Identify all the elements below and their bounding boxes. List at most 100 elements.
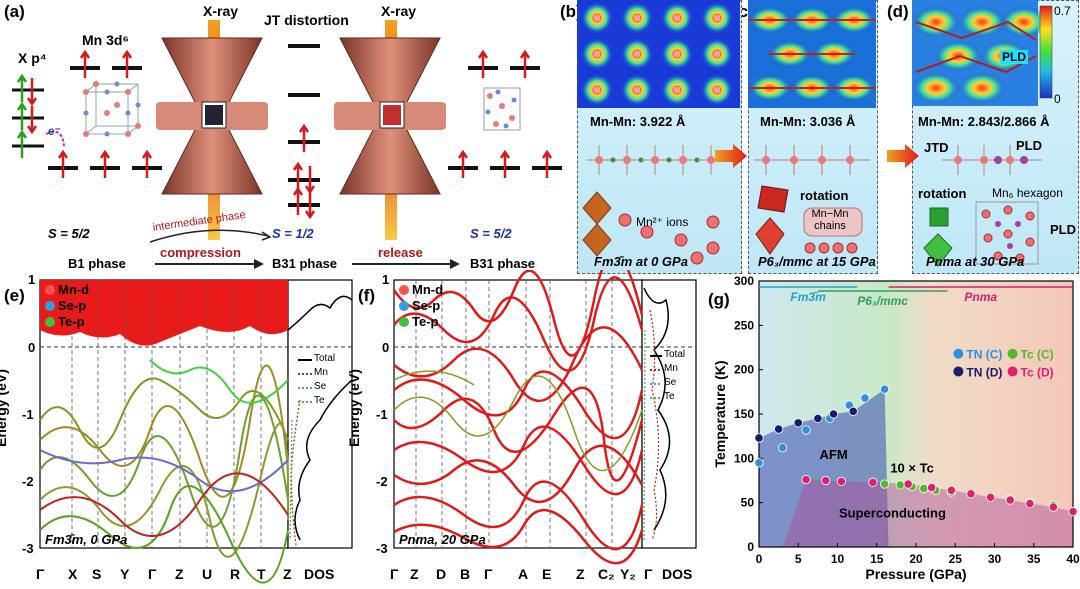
kpoint: Γ bbox=[390, 566, 399, 582]
caption-b: Fm3̄m at 0 GPa bbox=[594, 254, 688, 269]
kpoint: B bbox=[460, 566, 471, 582]
data-point bbox=[1025, 498, 1035, 509]
y-tick-label: 150 bbox=[734, 407, 754, 421]
diamond-anvil-cell-right bbox=[334, 20, 446, 240]
xray-left-label: X-ray bbox=[203, 3, 239, 19]
data-point bbox=[895, 480, 905, 490]
dos-legend-f-te: Te bbox=[664, 391, 675, 402]
x-tick-label: 15 bbox=[870, 552, 884, 566]
x-tick-label: 40 bbox=[1066, 552, 1080, 566]
legend-e-tep: Te-p bbox=[58, 314, 85, 329]
compression-label: compression bbox=[160, 245, 241, 260]
jtd-label: JTD bbox=[924, 140, 949, 155]
structure-sketches bbox=[582, 144, 1042, 267]
y-axis-label: Temperature (K) bbox=[712, 360, 728, 467]
panel-label-b: (b) bbox=[560, 2, 582, 21]
ytick-e-3: -1 bbox=[22, 407, 34, 422]
legend-marker bbox=[1007, 348, 1018, 359]
band-structure-e bbox=[39, 279, 353, 584]
data-point bbox=[985, 492, 996, 502]
x-tick-label: 35 bbox=[1027, 552, 1041, 566]
legend-f-sep: Se-p bbox=[412, 298, 441, 313]
xp4-levels bbox=[12, 73, 44, 158]
pld-hex-label: PLD bbox=[1050, 222, 1076, 237]
kpoint: Γ bbox=[644, 566, 653, 582]
afm-region bbox=[759, 389, 889, 547]
phase-name: P6₃/mmc bbox=[857, 294, 908, 308]
caption-e: Fm3̄m, 0 GPa bbox=[45, 532, 128, 547]
colorbar bbox=[1039, 5, 1053, 99]
x-tick-label: 5 bbox=[795, 552, 802, 566]
x-tick-label: 20 bbox=[909, 552, 923, 566]
x-tick-label: 30 bbox=[988, 552, 1002, 566]
phase-name: Fm3̄m bbox=[790, 290, 826, 304]
kpoint: U bbox=[202, 566, 213, 582]
pld-struct-label: PLD bbox=[1016, 138, 1042, 153]
kpoint: Y bbox=[120, 566, 130, 582]
superconducting-region bbox=[782, 479, 1073, 547]
rotation-c-label: rotation bbox=[800, 188, 849, 203]
data-point bbox=[801, 475, 811, 485]
legend-e-sep: Se-p bbox=[58, 298, 87, 313]
data-point bbox=[927, 482, 937, 493]
ytick-f-3: -1 bbox=[376, 407, 388, 422]
data-point bbox=[813, 413, 823, 424]
data-point bbox=[1005, 495, 1015, 505]
colorbar-min: 0 bbox=[1054, 92, 1061, 106]
colorbar-max: 0.7 bbox=[1054, 4, 1071, 18]
data-point bbox=[774, 424, 784, 434]
data-point bbox=[848, 406, 858, 416]
data-point bbox=[821, 475, 831, 486]
data-point bbox=[793, 418, 803, 428]
y-tick-label: 50 bbox=[741, 496, 755, 510]
kpoint: T bbox=[257, 566, 266, 582]
pld-map-label: PLD bbox=[1000, 50, 1028, 64]
x-axis-label: Pressure (GPa) bbox=[865, 566, 966, 582]
chains-label: Mn−Mn chains bbox=[811, 208, 849, 232]
ytick-f-2: 0 bbox=[382, 340, 390, 355]
phase-left-label: B1 phase bbox=[68, 256, 126, 271]
legend-entry: Tc (D) bbox=[1021, 365, 1054, 379]
panel-label-e: (e) bbox=[4, 286, 25, 305]
kpoint: Γ bbox=[148, 566, 157, 582]
kpoint: E bbox=[542, 566, 552, 582]
legend-f-tep: Te-p bbox=[412, 314, 439, 329]
dos-legend-e-mn: Mn bbox=[314, 367, 328, 378]
diamond-anvil-cell-left bbox=[156, 20, 268, 240]
caption-d: Pnma at 30 GPa bbox=[926, 254, 1025, 269]
data-point bbox=[1048, 502, 1058, 512]
distance-c: Mn-Mn: 3.036 Å bbox=[760, 114, 856, 129]
mn3d6-label: Mn 3d⁶ bbox=[82, 32, 129, 48]
kpoint: Z bbox=[283, 566, 292, 582]
data-point bbox=[801, 425, 811, 435]
spin-right-label: S = 5/2 bbox=[470, 226, 512, 241]
panel-label-d: (d) bbox=[887, 2, 909, 21]
dos-legend-e-te: Te bbox=[314, 395, 325, 406]
legend-marker bbox=[953, 366, 964, 377]
y-tick-label: 250 bbox=[734, 318, 754, 332]
distance-d: Mn-Mn: 2.843/2.866 Å bbox=[918, 114, 1050, 129]
kpoint: Z bbox=[576, 566, 585, 582]
data-point bbox=[903, 479, 913, 489]
panel-label-a: (a) bbox=[4, 2, 25, 21]
phase-name: Pnma bbox=[964, 290, 997, 304]
legend-marker bbox=[953, 348, 964, 359]
dos-legend-e-total: Total bbox=[314, 353, 336, 364]
ytick-e-4: -2 bbox=[22, 474, 34, 489]
x-tick-label: 10 bbox=[831, 552, 845, 566]
panel-label-g: (g) bbox=[708, 290, 730, 309]
ytick-f-1: 1 bbox=[382, 272, 390, 287]
legend-entry: Tc (C) bbox=[1021, 348, 1054, 362]
afm-label: AFM bbox=[819, 447, 847, 462]
annotation-10x-tc: 10 × Tc bbox=[890, 461, 933, 476]
dos-label-f: DOS bbox=[662, 566, 693, 582]
release-label: release bbox=[378, 245, 423, 260]
legend-entry: TN (C) bbox=[966, 348, 1002, 362]
x-tick-label: 25 bbox=[949, 552, 963, 566]
x-tick-label: 0 bbox=[756, 552, 763, 566]
phase-diagram-chart: Fm3̄m P6₃/mmc Pnma 0 5 10 15 20 25 30 35 40 0 50 100 15… bbox=[712, 274, 1080, 582]
data-point bbox=[946, 485, 956, 495]
jt-spins bbox=[292, 123, 316, 220]
data-point bbox=[754, 458, 764, 468]
charge-density-maps bbox=[577, 0, 1053, 108]
